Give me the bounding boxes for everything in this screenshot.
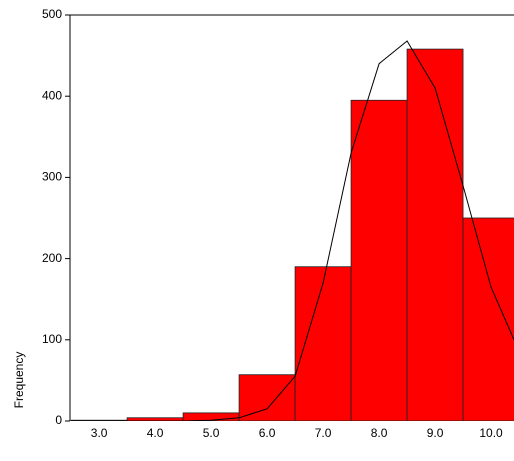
y-tick-label: 400 (42, 88, 62, 102)
bar (294, 266, 352, 421)
fit-curve (71, 40, 514, 421)
y-tick-label: 200 (42, 251, 62, 265)
x-tick-label: 10.0 (479, 426, 503, 440)
y-tick-label: 300 (42, 170, 62, 184)
x-tick-label: 9.0 (427, 426, 444, 440)
x-tick-label: 3.0 (91, 426, 108, 440)
y-axis-label: Frequency (12, 352, 26, 409)
x-tick-label: 6.0 (259, 426, 276, 440)
y-tick-label: 500 (42, 7, 62, 21)
y-tick-label: 100 (42, 332, 62, 346)
y-tick-label: 0 (55, 413, 62, 427)
bar (350, 99, 408, 421)
x-tick-label: 4.0 (147, 426, 164, 440)
bar (238, 374, 296, 421)
x-tick-label: 8.0 (371, 426, 388, 440)
bar (406, 48, 464, 421)
plot-area (70, 40, 514, 421)
bar (462, 217, 514, 421)
x-tick-label: 7.0 (315, 426, 332, 440)
x-tick-label: 5.0 (203, 426, 220, 440)
